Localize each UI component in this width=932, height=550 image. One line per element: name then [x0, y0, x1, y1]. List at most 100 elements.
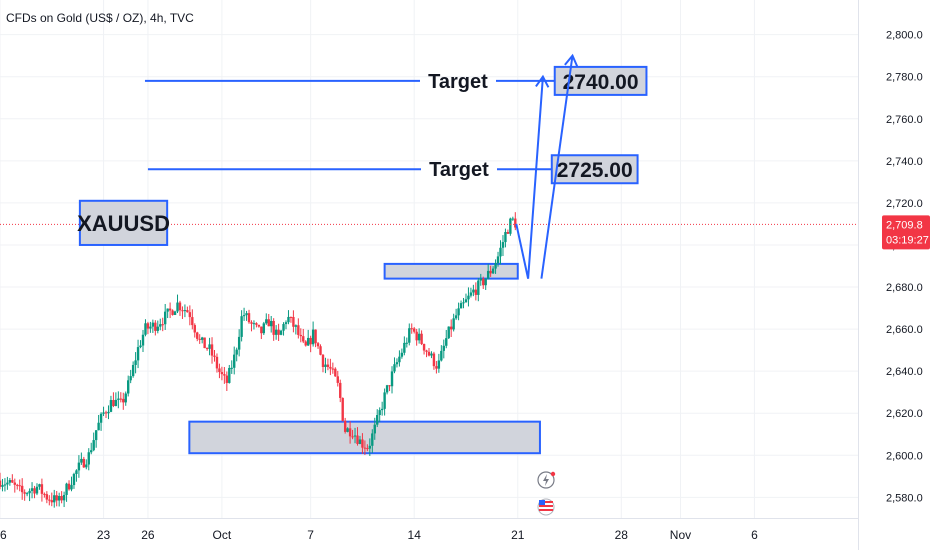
candle-body: [205, 348, 209, 350]
y-tick-label: 2,580.0: [886, 492, 923, 504]
candle-body: [149, 326, 152, 329]
candle-body: [16, 484, 19, 486]
candle-body: [287, 316, 290, 323]
candle-body: [282, 324, 285, 331]
candle-body: [163, 311, 167, 325]
candle-body: [408, 328, 411, 343]
candle-body: [45, 494, 49, 500]
candle-body: [420, 333, 423, 345]
candle-body: [405, 342, 409, 344]
us-flag-icon[interactable]: [537, 498, 555, 516]
candle-body: [114, 399, 118, 407]
candle-body: [442, 345, 445, 351]
candle-body: [173, 311, 177, 315]
candle-body: [380, 408, 384, 411]
candle-body: [11, 480, 14, 483]
candle-body: [309, 337, 312, 345]
candle-body: [127, 380, 130, 394]
candle-body: [491, 268, 495, 274]
candle-body: [139, 345, 142, 348]
candle-body: [356, 435, 359, 444]
candle-body: [30, 488, 34, 491]
candle-body: [0, 480, 2, 487]
candle-body: [171, 310, 174, 315]
candle-body: [289, 316, 293, 318]
arrow-head: [535, 74, 550, 88]
candle-body: [511, 218, 515, 220]
candle-body: [494, 263, 497, 269]
candle-body: [304, 341, 307, 346]
candle-body: [351, 436, 354, 438]
candle-body: [82, 458, 86, 468]
x-tick-label: 28: [615, 528, 629, 542]
candle-body: [385, 385, 389, 393]
candle-body: [472, 289, 475, 293]
candle-body: [242, 315, 246, 317]
candle-body: [208, 344, 211, 349]
target-price-value: 2725.00: [557, 159, 633, 182]
x-tick-label: 7: [307, 528, 314, 542]
candle-body: [363, 447, 367, 449]
candle-body: [117, 398, 120, 400]
projection-arrow: [515, 76, 544, 279]
news-icons[interactable]: [537, 471, 556, 516]
candle-body: [284, 322, 288, 325]
candle-body: [53, 495, 56, 503]
candle-body: [265, 319, 268, 324]
candle-body: [107, 411, 110, 414]
candle-body: [3, 484, 7, 486]
candle-body: [77, 462, 81, 471]
candle-body: [331, 368, 335, 370]
candle-body: [272, 320, 275, 335]
candle-body: [124, 393, 127, 403]
candle-body: [336, 376, 339, 383]
candle-body: [452, 318, 455, 330]
candle-body: [247, 313, 251, 323]
candle-body: [6, 482, 9, 485]
candle-body: [417, 333, 421, 341]
candle-body: [109, 400, 113, 412]
y-tick-label: 2,600.0: [886, 450, 923, 462]
candle-body: [482, 278, 485, 286]
candle-body: [122, 398, 125, 403]
x-tick-label: 16: [0, 528, 7, 542]
candle-body: [319, 346, 322, 355]
candle-body: [474, 289, 478, 295]
candle-body: [166, 308, 169, 312]
candle-body: [144, 323, 147, 335]
candle-body: [277, 329, 280, 335]
candle-body: [427, 351, 431, 356]
candle-body: [297, 325, 300, 335]
candle-body: [245, 313, 248, 316]
candle-body: [449, 326, 453, 330]
candle-body: [87, 452, 90, 465]
candle-body: [267, 319, 270, 327]
candle-body: [240, 316, 243, 337]
candle-body: [131, 364, 135, 377]
candle-body: [504, 232, 507, 243]
candle-body: [430, 353, 433, 356]
candle-body: [415, 331, 418, 341]
candle-body: [186, 310, 189, 313]
candle-body: [156, 326, 159, 331]
candle-body: [80, 458, 83, 463]
candle-body: [299, 334, 302, 337]
candle-body: [92, 440, 95, 451]
candle-body: [225, 375, 229, 383]
candle-body: [395, 362, 399, 365]
candle-body: [25, 493, 29, 495]
lightning-icon[interactable]: [537, 471, 556, 489]
candle-body: [262, 323, 266, 334]
candle-body: [35, 486, 39, 494]
candles: [0, 212, 517, 508]
x-tick-label: 23: [97, 528, 111, 542]
candle-body: [506, 232, 510, 234]
chart-title: CFDs on Gold (US$ / OZ), 4h, TVC: [6, 11, 194, 25]
candle-body: [306, 337, 310, 346]
zone-rect: [383, 262, 519, 280]
candle-body: [70, 485, 73, 490]
candle-body: [459, 303, 463, 309]
